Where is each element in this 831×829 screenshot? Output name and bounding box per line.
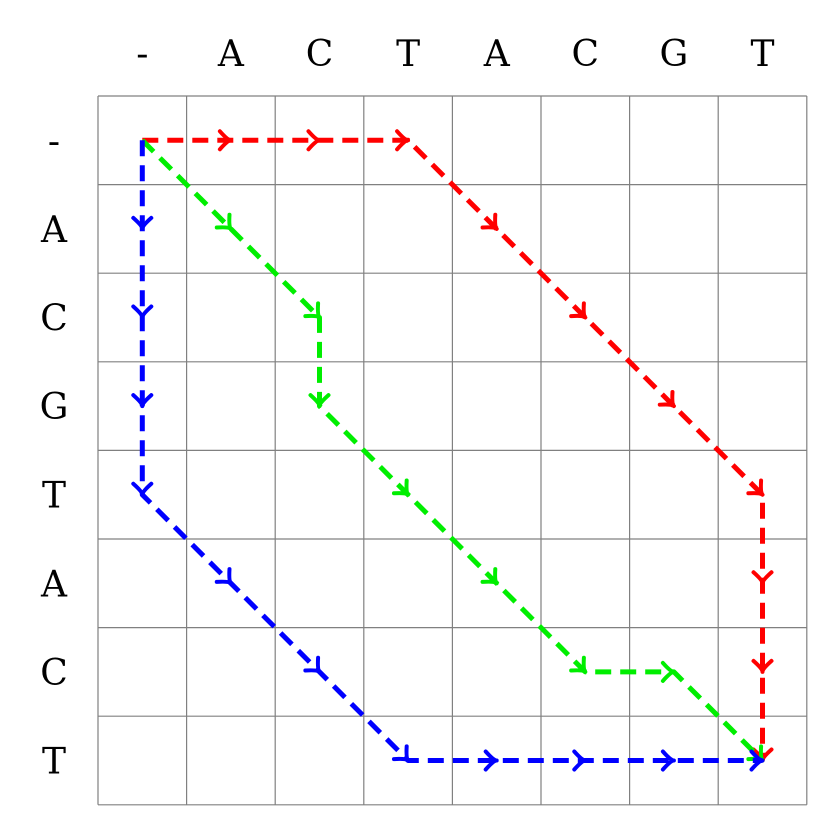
arrowhead <box>303 301 322 320</box>
blue-path <box>131 140 765 772</box>
column-label: T <box>750 34 774 75</box>
arrowhead <box>660 660 676 683</box>
red-path <box>142 129 774 763</box>
row-labels: - A C G T A C T <box>40 121 69 782</box>
red-path-line <box>142 137 765 761</box>
arrowhead <box>308 393 331 409</box>
column-label: T <box>396 34 420 75</box>
row-label: - <box>48 121 60 162</box>
arrowhead <box>751 658 774 674</box>
arrowhead <box>303 655 322 674</box>
column-label: A <box>217 34 245 75</box>
arrowhead <box>131 304 154 320</box>
column-label: A <box>483 34 511 75</box>
arrowhead <box>480 212 499 231</box>
arrowhead <box>657 389 676 409</box>
arrowhead <box>395 129 411 152</box>
column-label: C <box>306 34 334 75</box>
row-label: A <box>40 564 68 605</box>
row-label: A <box>40 210 68 251</box>
arrowhead <box>746 478 765 497</box>
arrowhead <box>131 215 154 231</box>
arrowhead <box>660 749 676 772</box>
row-label: G <box>40 387 69 428</box>
arrowhead <box>483 749 499 772</box>
column-label: C <box>572 34 600 75</box>
arrowhead <box>391 478 411 497</box>
row-label: C <box>40 299 68 340</box>
arrowhead <box>214 212 233 231</box>
blue-path-line <box>139 140 763 763</box>
green-path <box>140 138 765 763</box>
arrowhead <box>131 393 154 409</box>
row-label: C <box>40 653 68 694</box>
arrowhead <box>214 567 233 586</box>
arrowhead <box>391 744 411 763</box>
row-label: T <box>42 476 66 517</box>
alignment-paths <box>131 129 774 772</box>
arrowhead <box>480 567 499 586</box>
arrowhead <box>306 129 322 152</box>
arrowhead <box>217 129 233 152</box>
arrowhead <box>572 749 588 772</box>
row-label: T <box>42 742 66 783</box>
dp-grid <box>97 95 808 806</box>
arrowhead <box>131 481 154 497</box>
column-label: G <box>660 34 689 75</box>
arrowhead <box>569 655 588 674</box>
arrowhead <box>749 749 765 772</box>
arrowhead <box>569 301 588 320</box>
column-label: - <box>136 34 148 75</box>
arrowhead <box>751 570 774 586</box>
